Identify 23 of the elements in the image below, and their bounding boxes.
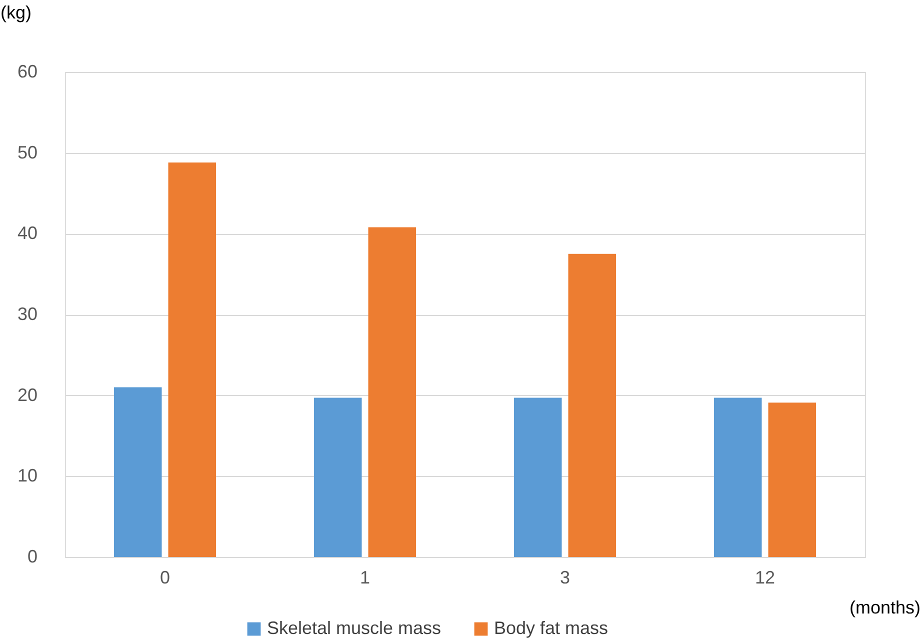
- bar: [314, 398, 362, 557]
- x-tick-label: 12: [754, 568, 776, 588]
- y-tick-label: 20: [17, 384, 38, 405]
- bar: [168, 162, 216, 557]
- y-tick-label: 50: [17, 142, 38, 162]
- y-tick-label: 30: [17, 304, 38, 324]
- x-axis-title: (months): [849, 598, 920, 618]
- bar: [568, 254, 616, 557]
- bar: [114, 387, 162, 557]
- bar: [768, 402, 816, 557]
- y-axis-title: (kg): [0, 2, 32, 22]
- bar: [368, 227, 416, 557]
- y-tick-label: 60: [17, 62, 38, 82]
- x-tick-label: 3: [560, 568, 570, 588]
- y-tick-label: 40: [17, 223, 38, 244]
- x-tick-label: 1: [360, 568, 370, 588]
- y-tick-label: 10: [17, 466, 38, 486]
- x-tick-label: 0: [160, 568, 170, 588]
- legend-label: Skeletal muscle mass: [267, 618, 442, 638]
- bar: [514, 398, 562, 557]
- y-tick-label: 0: [27, 546, 38, 566]
- legend-label: Body fat mass: [494, 618, 608, 638]
- bar: [714, 398, 762, 557]
